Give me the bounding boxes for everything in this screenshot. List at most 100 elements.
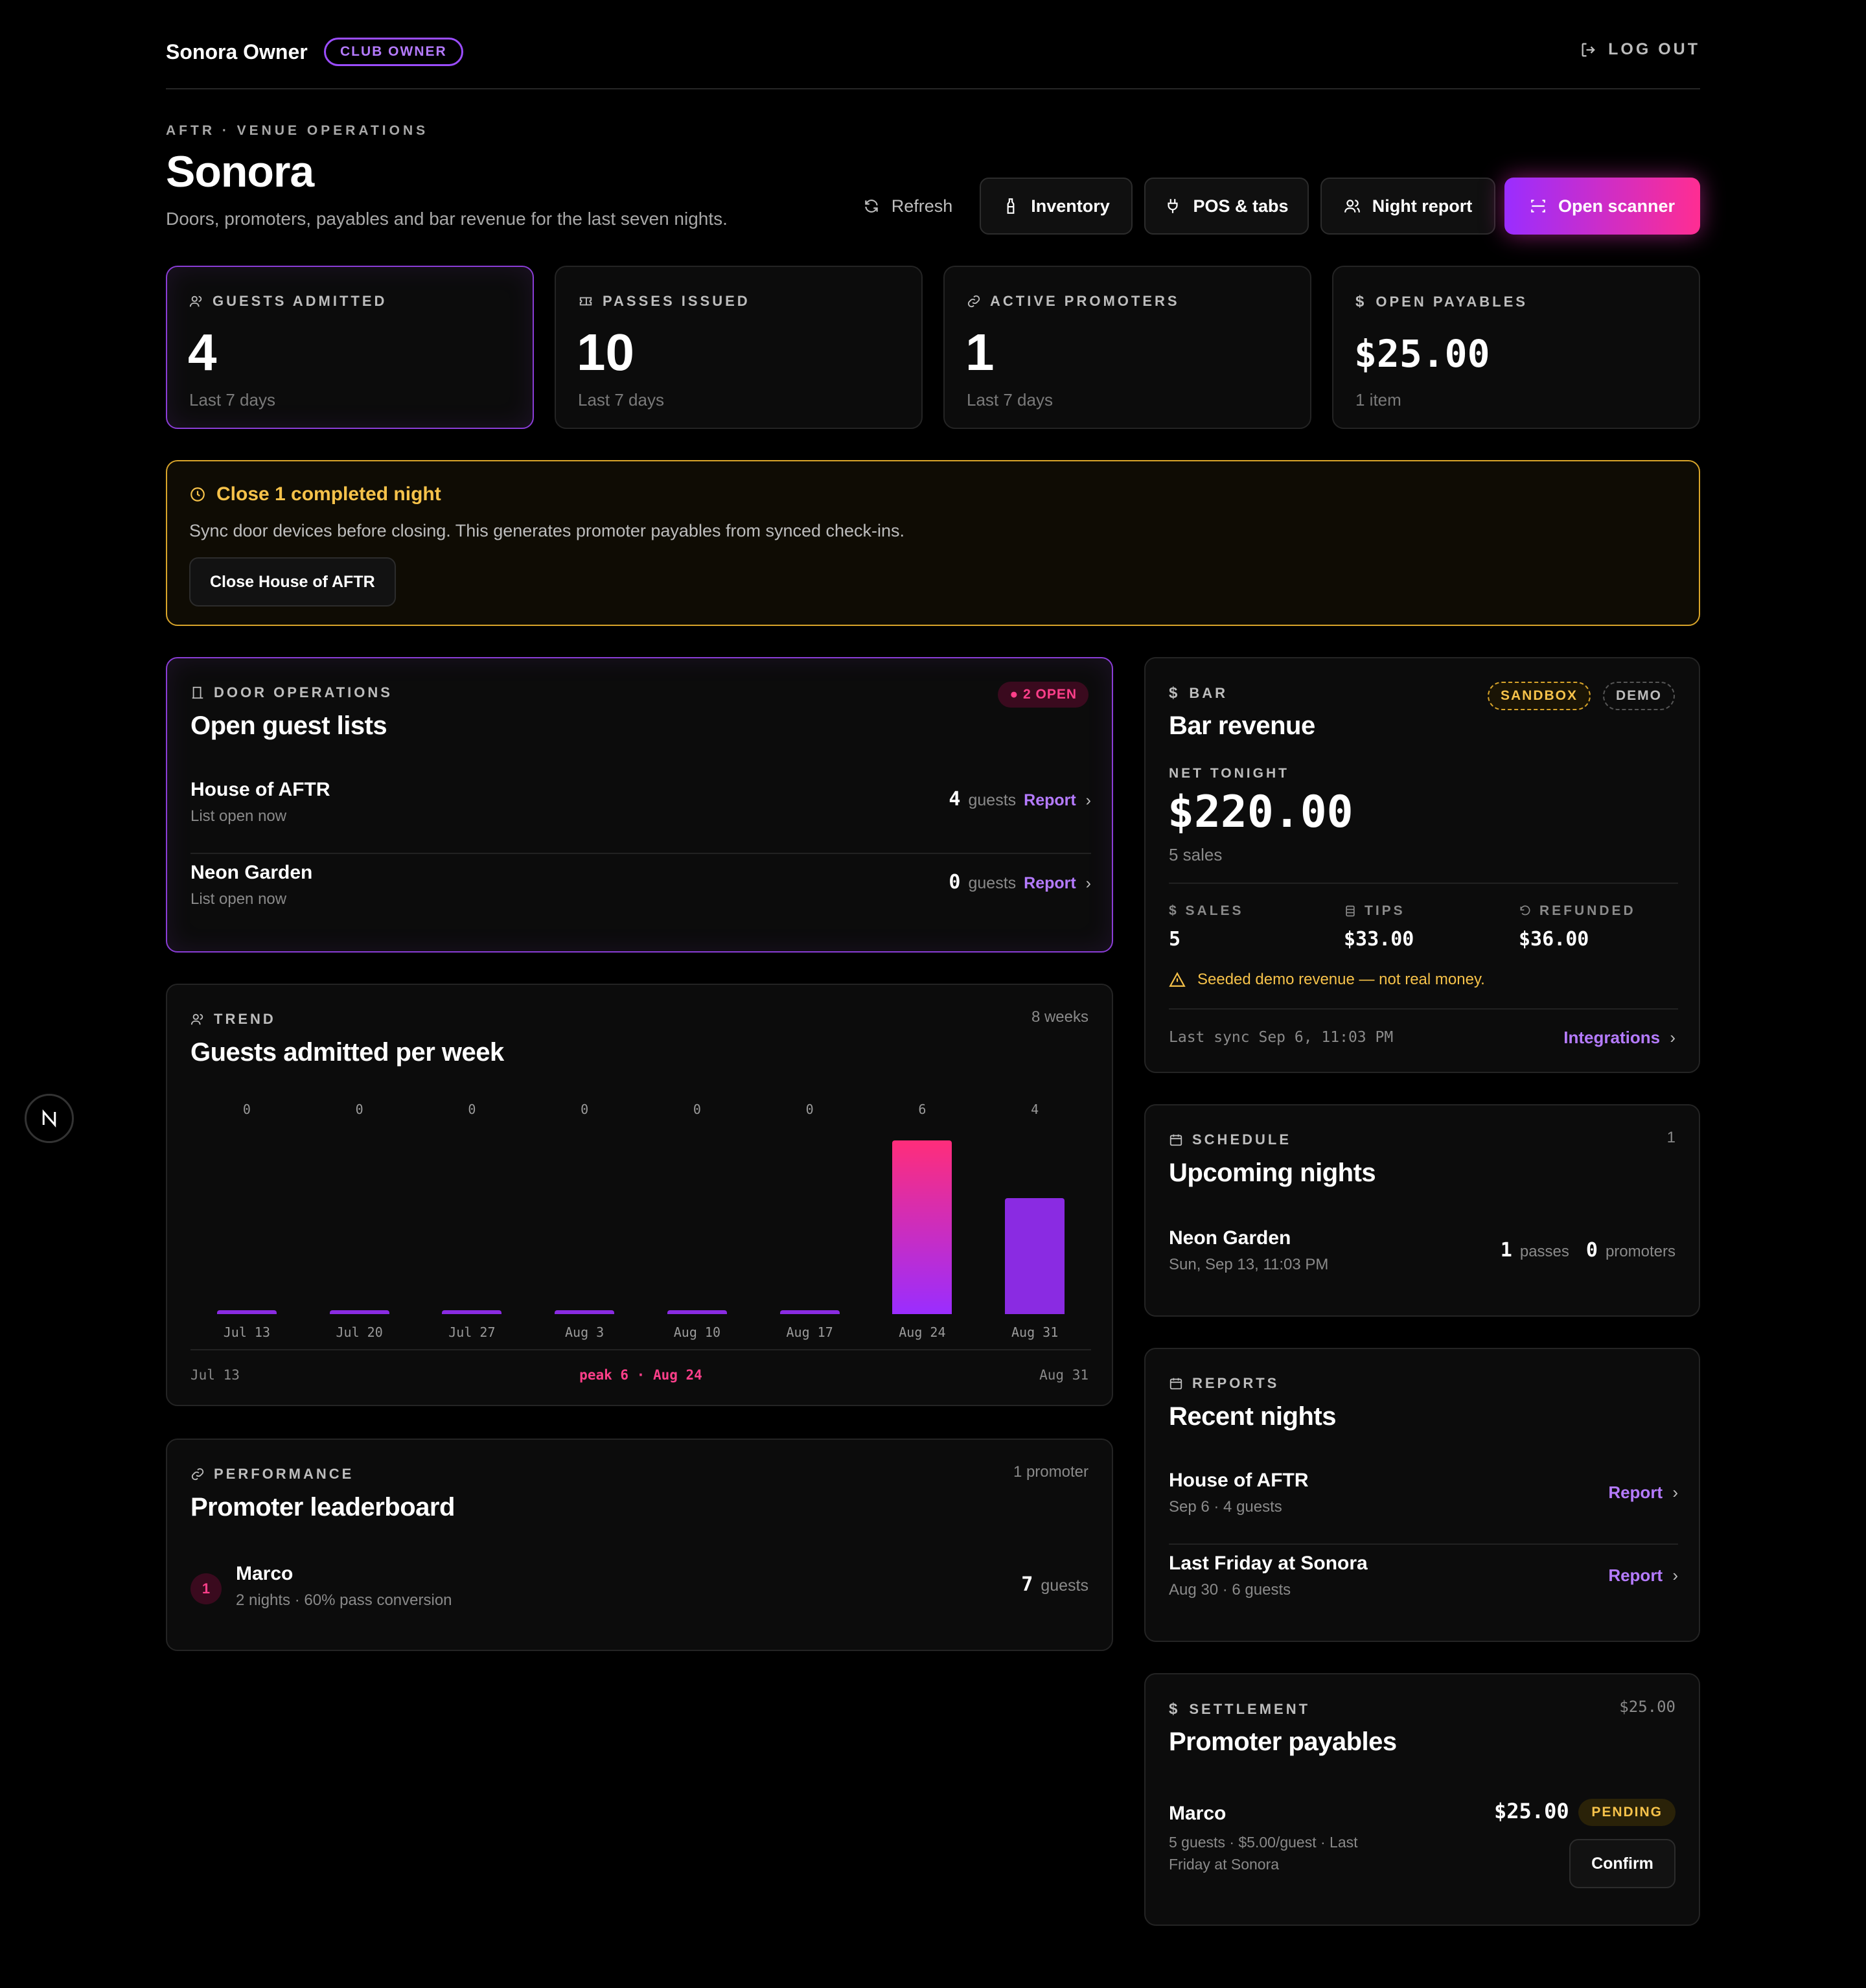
inventory-button[interactable]: Inventory [980, 178, 1133, 235]
chart-bar [216, 1310, 277, 1314]
chart-category-label: Aug 3 [565, 1324, 605, 1340]
stat-label: GUESTS ADMITTED [213, 293, 387, 309]
stat-card-payables: $ OPEN PAYABLES $25.00 1 item [1332, 266, 1700, 429]
passes-count: 1 [1500, 1239, 1512, 1262]
sales-count: 5 sales [1169, 845, 1223, 864]
rank-badge: 1 [190, 1573, 222, 1604]
promoter-guest-count: 7 [1021, 1573, 1033, 1596]
report-row: Last Friday at Sonora Aug 30 · 6 guests … [1169, 1553, 1678, 1628]
settlement-card: $ SETTLEMENT Promoter payables $25.00 Ma… [1144, 1673, 1700, 1926]
alert-title: Close 1 completed night [216, 483, 441, 505]
section-label: DOOR OPERATIONS [214, 684, 393, 700]
link-icon [191, 1468, 204, 1481]
dev-tools-button[interactable] [25, 1094, 74, 1143]
stat-card-passes: PASSES ISSUED 10 Last 7 days [555, 266, 923, 429]
bottle-icon [1007, 198, 1015, 214]
payable-amount: $25.00 [1494, 1799, 1569, 1823]
chart-category-label: Aug 24 [899, 1324, 946, 1340]
calendar-icon [1169, 1378, 1182, 1390]
stat-value: $25.00 [1354, 332, 1490, 376]
stat-card-guests: GUESTS ADMITTED 4 Last 7 days [166, 266, 534, 429]
close-night-button[interactable]: Close House of AFTR [189, 557, 396, 607]
chart-footer-peak: peak 6 · Aug 24 [579, 1367, 702, 1383]
brand-name: Sonora Owner [166, 40, 308, 64]
stat-card-promoters: ACTIVE PROMOTERS 1 Last 7 days [943, 266, 1311, 429]
trend-card: TREND Guests admitted per week 8 weeks 0… [166, 984, 1113, 1406]
close-night-alert: Close 1 completed night Sync door device… [166, 460, 1700, 626]
upcoming-night-name: Neon Garden [1169, 1227, 1291, 1249]
guest-unit: guests [968, 791, 1017, 809]
pos-tabs-label: POS & tabs [1193, 196, 1289, 216]
refresh-icon [864, 200, 878, 213]
section-label: PERFORMANCE [214, 1466, 354, 1482]
section-label: REPORTS [1192, 1375, 1280, 1391]
integrations-link[interactable]: Integrations › [1563, 1028, 1676, 1047]
undo-icon [1520, 905, 1530, 916]
section-title: Recent nights [1169, 1402, 1336, 1431]
payable-promoter-name: Marco [1169, 1803, 1227, 1824]
reports-card: REPORTS Recent nights House of AFTR Sep … [1144, 1348, 1700, 1642]
demo-badge: DEMO [1603, 682, 1675, 710]
report-link[interactable]: Report › [1024, 791, 1091, 809]
guest-list-name: Neon Garden [190, 862, 313, 883]
chart-footer-start: Jul 13 [190, 1367, 240, 1383]
guest-unit: guests [1041, 1577, 1088, 1595]
guest-list-row: House of AFTR List open now 4 guests Rep… [190, 779, 1091, 854]
report-link[interactable]: Report › [1608, 1483, 1678, 1502]
chart-value-label: 0 [355, 1102, 363, 1117]
plug-icon [1168, 199, 1179, 213]
guest-list-status: List open now [190, 807, 287, 825]
section-title: Bar revenue [1169, 711, 1315, 740]
night-report-button[interactable]: Night report [1320, 178, 1495, 235]
chart-value-label: 0 [242, 1102, 251, 1117]
promoters-count: 0 [1585, 1239, 1598, 1262]
guest-list-row: Neon Garden List open now 0 guests Repor… [190, 862, 1091, 937]
top-bar: Sonora Owner CLUB OWNER LOG OUT [166, 34, 1700, 89]
alert-text: Sync door devices before closing. This g… [189, 521, 905, 540]
stat-foot: Last 7 days [967, 390, 1053, 410]
schedule-card: SCHEDULE Upcoming nights 1 Neon Garden S… [1144, 1104, 1700, 1317]
report-link[interactable]: Report › [1608, 1566, 1678, 1585]
page-subtitle: Doors, promoters, payables and bar reven… [166, 209, 728, 229]
section-label: SETTLEMENT [1189, 1701, 1311, 1717]
performance-card: PERFORMANCE Promoter leaderboard 1 promo… [166, 1439, 1113, 1651]
dollar-icon: $ [1169, 903, 1186, 918]
chevron-right-icon: › [1085, 874, 1091, 892]
stat-value: 1 [965, 323, 995, 381]
inventory-label: Inventory [1031, 196, 1110, 216]
stat-label: ACTIVE PROMOTERS [990, 293, 1180, 309]
chart-value-label: 0 [468, 1102, 476, 1117]
warning-icon [1169, 972, 1186, 987]
upcoming-night-date: Sun, Sep 13, 11:03 PM [1169, 1256, 1329, 1273]
calendar-icon [1169, 1134, 1182, 1146]
guest-list-status: List open now [190, 890, 287, 908]
open-scanner-button[interactable]: Open scanner [1504, 178, 1700, 235]
guest-list-name: House of AFTR [190, 779, 330, 800]
chart-value-label: 0 [805, 1102, 814, 1117]
passes-unit: passes [1519, 1243, 1569, 1260]
report-link[interactable]: Report › [1024, 874, 1091, 892]
dollar-icon: $ [1169, 1700, 1181, 1718]
pos-tabs-button[interactable]: POS & tabs [1144, 178, 1309, 235]
refresh-button[interactable]: Refresh [847, 178, 968, 235]
confirm-payable-button[interactable]: Confirm [1569, 1839, 1676, 1888]
users-icon [190, 1013, 203, 1025]
stat-label: OPEN PAYABLES [1376, 294, 1528, 310]
guest-count: 4 [949, 788, 961, 811]
guest-unit: guests [968, 874, 1017, 892]
chart-bar [667, 1310, 727, 1314]
scanner-icon [1531, 200, 1545, 213]
chevron-right-icon: › [1085, 791, 1091, 809]
payable-details: 5 guests · $5.00/guest · Last Friday at … [1169, 1834, 1358, 1873]
refresh-label: Refresh [891, 196, 953, 216]
chart-footer-end: Aug 31 [1039, 1367, 1088, 1383]
report-night-sub: Sep 6 · 4 guests [1169, 1498, 1282, 1516]
dollar-icon: $ [1169, 684, 1181, 702]
dollar-icon: $ [1355, 293, 1367, 310]
section-title: Upcoming nights [1169, 1159, 1376, 1187]
chevron-right-icon: › [1670, 1028, 1676, 1047]
users-icon [1344, 200, 1360, 213]
net-tonight-value: $220.00 [1168, 787, 1353, 838]
logout-button[interactable]: LOG OUT [1580, 40, 1700, 59]
chart-category-label: Jul 27 [448, 1324, 496, 1340]
